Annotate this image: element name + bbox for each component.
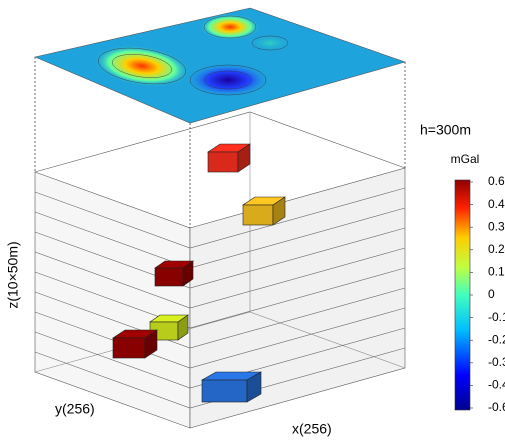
- block-side: [246, 371, 262, 403]
- block-front: [242, 204, 274, 226]
- colorbar-tick-label: -0.36: [488, 355, 505, 369]
- surface: [34, 7, 406, 124]
- colorbar-tick-label: -0.60: [488, 400, 505, 414]
- x-axis-label: x(256): [292, 421, 332, 437]
- layer-line: [34, 347, 406, 409]
- layer-line: [34, 247, 406, 309]
- model-box: [34, 111, 406, 429]
- layer-line: [34, 307, 406, 369]
- colorbar-tick-label: 0.36: [488, 219, 505, 233]
- block-side: [237, 143, 251, 173]
- y-axis-label: y(256): [55, 401, 95, 417]
- height-label: h=300m: [420, 122, 471, 138]
- z-axis-label: z(10×50m): [5, 241, 21, 308]
- layer-line: [34, 267, 406, 329]
- block-side: [177, 314, 189, 341]
- block-front: [201, 379, 248, 403]
- block-side: [182, 260, 194, 287]
- colorbar-tick-label: 0.48: [488, 197, 505, 211]
- block-front: [207, 151, 239, 173]
- colorbar-tick-label: 0.12: [488, 265, 505, 279]
- layer-line: [34, 287, 406, 349]
- colorbar-tick-label: 0.24: [488, 242, 505, 256]
- colorbar-tick-label: -0.48: [488, 378, 505, 392]
- block-front: [154, 267, 184, 287]
- layer-line: [34, 227, 406, 289]
- back-bottom: [34, 311, 406, 373]
- colorbar-unit: mGal: [451, 152, 480, 166]
- colorbar-tick-label: -0.24: [488, 332, 505, 346]
- layer-line: [34, 187, 406, 249]
- block-front: [112, 337, 146, 359]
- colorbar: [454, 179, 471, 411]
- block-side: [272, 196, 286, 226]
- layer-line: [34, 327, 406, 389]
- projection-lines: [34, 57, 406, 228]
- colorbar-tick-label: -0.12: [488, 310, 505, 324]
- colorbar-tick-label: 0.60: [488, 174, 505, 188]
- colorbar-tick-label: 0: [488, 287, 495, 301]
- block-side: [144, 329, 158, 359]
